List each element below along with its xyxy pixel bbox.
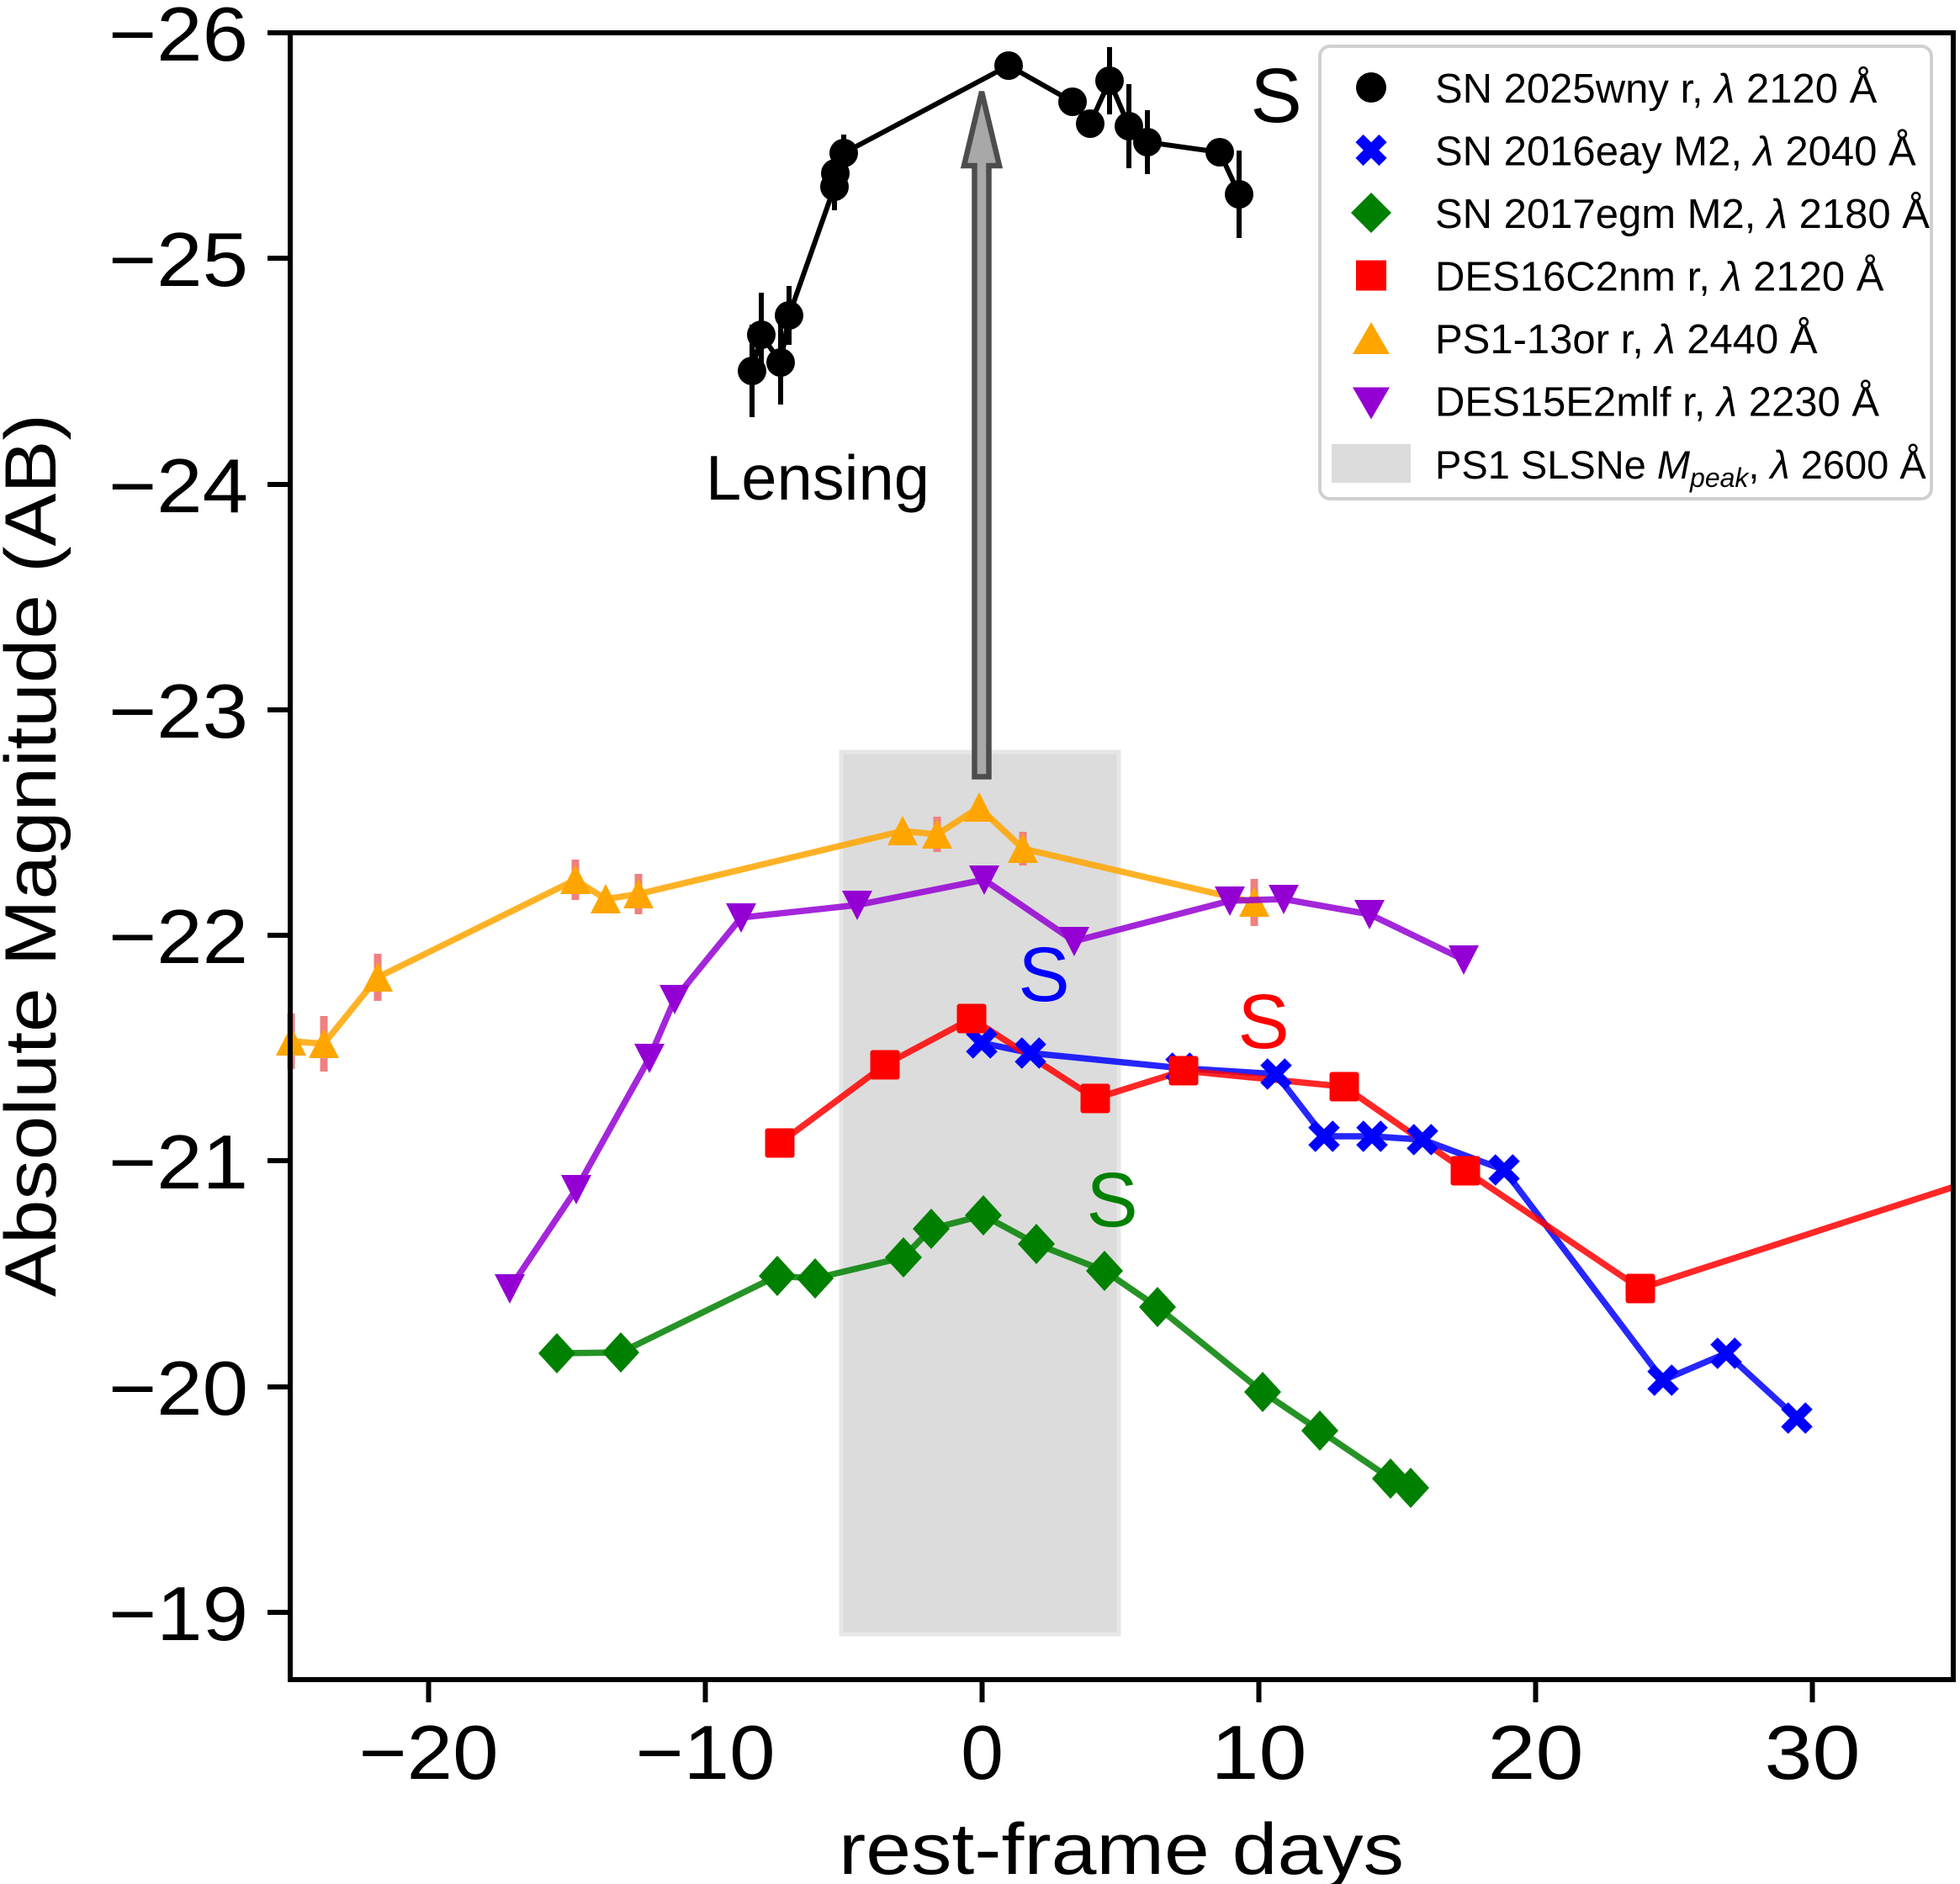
svg-text:S: S — [1018, 932, 1069, 1018]
svg-text:−21: −21 — [109, 1120, 248, 1205]
svg-text:−19: −19 — [109, 1572, 248, 1657]
svg-text:SN 2017egm M2, λ 2180 Å: SN 2017egm M2, λ 2180 Å — [1435, 192, 1930, 237]
svg-text:DES15E2mlf r, λ 2230 Å: DES15E2mlf r, λ 2230 Å — [1435, 380, 1879, 426]
svg-text:PS1 SLSNe Mpeak, λ 2600 Å: PS1 SLSNe Mpeak, λ 2600 Å — [1435, 442, 1926, 493]
svg-text:10: 10 — [1211, 1711, 1307, 1796]
svg-text:0: 0 — [961, 1711, 1004, 1796]
svg-text:SN 2016eay M2, λ 2040 Å: SN 2016eay M2, λ 2040 Å — [1435, 130, 1916, 175]
svg-text:Lensing: Lensing — [706, 442, 930, 513]
svg-text:rest-frame days: rest-frame days — [839, 1809, 1404, 1884]
svg-text:20: 20 — [1488, 1711, 1584, 1796]
svg-text:30: 30 — [1765, 1711, 1861, 1796]
svg-text:−23: −23 — [109, 669, 248, 754]
svg-text:S: S — [1250, 53, 1301, 139]
svg-text:−26: −26 — [109, 0, 248, 77]
svg-text:Absolute Magnitude (AB): Absolute Magnitude (AB) — [0, 414, 72, 1297]
svg-text:PS1-13or r, λ 2440 Å: PS1-13or r, λ 2440 Å — [1435, 317, 1818, 363]
svg-text:−10: −10 — [636, 1711, 776, 1796]
svg-text:−20: −20 — [359, 1711, 499, 1796]
svg-text:DES16C2nm r, λ 2120 Å: DES16C2nm r, λ 2120 Å — [1435, 255, 1884, 300]
svg-text:−24: −24 — [109, 444, 248, 529]
svg-text:SN 2025wny r, λ 2120 Å: SN 2025wny r, λ 2120 Å — [1435, 66, 1878, 112]
svg-text:−20: −20 — [109, 1347, 248, 1432]
svg-text:−25: −25 — [109, 218, 248, 303]
svg-text:S: S — [1237, 979, 1289, 1065]
svg-text:S: S — [1086, 1157, 1137, 1243]
svg-text:−22: −22 — [109, 895, 248, 980]
